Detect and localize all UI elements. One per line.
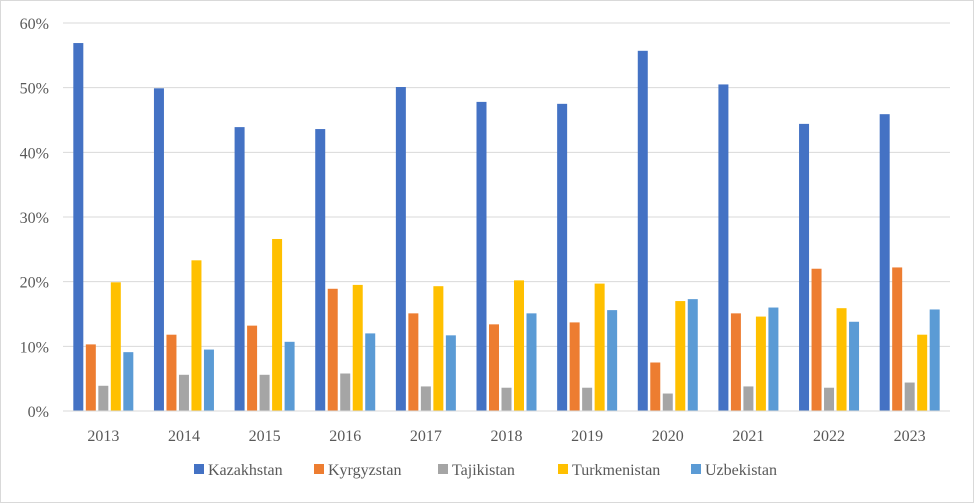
legend-swatch: [194, 464, 204, 474]
bar-tajikistan-2017: [420, 386, 431, 411]
bar-tajikistan-2023: [904, 382, 915, 411]
legend-label: Kazakhstan: [208, 462, 283, 479]
x-tick-label: 2014: [168, 428, 200, 445]
bar-kazakhstan-2021: [718, 84, 729, 411]
bar-tajikistan-2019: [582, 387, 593, 411]
x-tick-label: 2021: [732, 428, 764, 445]
legend-item-tajikistan: Tajikistan: [438, 462, 515, 479]
bar-kyrgyzstan-2015: [247, 325, 258, 411]
y-tick-label: 0%: [28, 404, 49, 421]
bar-uzbekistan-2022: [849, 321, 860, 411]
legend-label: Tajikistan: [452, 462, 515, 479]
legend-label: Kyrgyzstan: [328, 462, 401, 479]
legend-label: Uzbekistan: [705, 462, 777, 479]
bar-kazakhstan-2016: [315, 129, 326, 411]
bar-tajikistan-2018: [501, 387, 512, 411]
bar-turkmenistan-2013: [110, 282, 121, 411]
bar-uzbekistan-2014: [203, 349, 214, 411]
bar-kazakhstan-2019: [557, 103, 568, 411]
x-tick-label: 2020: [652, 428, 684, 445]
bar-turkmenistan-2023: [917, 334, 928, 411]
bar-kyrgyzstan-2016: [327, 288, 338, 411]
bar-uzbekistan-2020: [687, 299, 698, 411]
bar-kyrgyzstan-2019: [569, 322, 580, 411]
bar-tajikistan-2022: [824, 387, 835, 411]
bar-tajikistan-2016: [340, 373, 351, 411]
bar-kazakhstan-2014: [153, 88, 164, 412]
bar-kyrgyzstan-2014: [166, 334, 177, 411]
bar-turkmenistan-2018: [514, 280, 524, 411]
legend-swatch: [691, 464, 701, 474]
bar-kyrgyzstan-2021: [730, 313, 741, 411]
bar-turkmenistan-2022: [836, 308, 847, 411]
y-tick-label: 20%: [20, 275, 49, 292]
x-tick-label: 2013: [87, 428, 119, 445]
bar-kazakhstan-2017: [395, 87, 406, 412]
bar-tajikistan-2021: [743, 386, 754, 411]
bar-kazakhstan-2015: [234, 127, 245, 411]
bar-kyrgyzstan-2017: [408, 313, 419, 411]
bar-kazakhstan-2018: [476, 101, 487, 411]
bar-kyrgyzstan-2018: [489, 324, 499, 411]
legend-item-turkmenistan: Turkmenistan: [558, 462, 660, 479]
bar-uzbekistan-2015: [284, 341, 295, 411]
bar-tajikistan-2014: [178, 374, 189, 411]
y-tick-label: 10%: [20, 339, 49, 356]
x-tick-label: 2019: [571, 428, 603, 445]
x-tick-label: 2017: [410, 428, 442, 445]
bar-kazakhstan-2020: [637, 50, 648, 411]
legend-label: Turkmenistan: [572, 462, 660, 479]
bar-kazakhstan-2022: [799, 123, 810, 411]
y-tick-label: 40%: [20, 145, 49, 162]
x-tick-label: 2022: [813, 428, 845, 445]
bar-kazakhstan-2013: [73, 43, 84, 412]
x-axis-tick-labels: 2013 2014 2015 2016 2017 2018 2019 2020 2021 2022…: [87, 428, 925, 445]
legend-swatch: [558, 464, 568, 474]
bar-uzbekistan-2018: [526, 313, 537, 411]
bar-turkmenistan-2015: [272, 238, 283, 411]
legend-item-uzbekistan: Uzbekistan: [691, 462, 777, 479]
bar-kyrgyzstan-2013: [85, 344, 96, 411]
y-tick-label: 30%: [20, 210, 49, 227]
bar-tajikistan-2015: [259, 374, 270, 411]
bar-turkmenistan-2019: [594, 283, 605, 411]
bar-tajikistan-2013: [98, 385, 109, 411]
legend-swatch: [314, 464, 324, 474]
bar-turkmenistan-2016: [352, 284, 363, 411]
legend: Kazakhstan Kyrgyzstan Tajikistan Turkmenist…: [194, 462, 777, 479]
bars: [73, 43, 940, 412]
legend-item-kyrgyzstan: Kyrgyzstan: [314, 462, 401, 479]
legend-swatch: [438, 464, 448, 474]
bar-tajikistan-2020: [662, 393, 673, 411]
bar-turkmenistan-2020: [675, 301, 686, 411]
bar-kazakhstan-2023: [879, 114, 890, 412]
bar-uzbekistan-2019: [607, 310, 618, 411]
x-tick-label: 2018: [491, 428, 523, 445]
y-tick-label: 50%: [20, 81, 49, 98]
y-tick-label: 60%: [20, 16, 49, 33]
y-axis-tick-labels: 0% 10% 20% 30% 40% 50% 60%: [20, 16, 49, 421]
x-tick-label: 2023: [894, 428, 926, 445]
bar-kyrgyzstan-2023: [892, 267, 903, 411]
bar-turkmenistan-2014: [191, 260, 202, 411]
bar-kyrgyzstan-2020: [650, 362, 661, 411]
bar-turkmenistan-2021: [755, 316, 766, 411]
bar-uzbekistan-2023: [929, 309, 940, 411]
bar-turkmenistan-2017: [433, 286, 444, 411]
bar-uzbekistan-2016: [365, 333, 376, 411]
bar-uzbekistan-2021: [768, 307, 779, 411]
legend-item-kazakhstan: Kazakhstan: [194, 462, 283, 479]
bar-kyrgyzstan-2022: [811, 268, 822, 411]
x-tick-label: 2015: [249, 428, 281, 445]
bar-uzbekistan-2013: [123, 352, 134, 411]
bar-uzbekistan-2017: [445, 335, 456, 411]
x-tick-label: 2016: [329, 428, 361, 445]
